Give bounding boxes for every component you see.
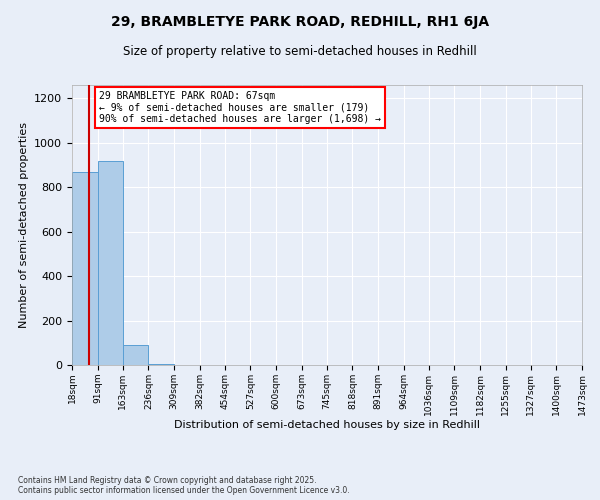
Text: 29 BRAMBLETYE PARK ROAD: 67sqm
← 9% of semi-detached houses are smaller (179)
90: 29 BRAMBLETYE PARK ROAD: 67sqm ← 9% of s… <box>99 90 381 124</box>
Text: 29, BRAMBLETYE PARK ROAD, REDHILL, RH1 6JA: 29, BRAMBLETYE PARK ROAD, REDHILL, RH1 6… <box>111 15 489 29</box>
Text: Contains public sector information licensed under the Open Government Licence v3: Contains public sector information licen… <box>18 486 350 495</box>
Y-axis label: Number of semi-detached properties: Number of semi-detached properties <box>19 122 29 328</box>
Text: Contains HM Land Registry data © Crown copyright and database right 2025.: Contains HM Land Registry data © Crown c… <box>18 476 317 485</box>
Bar <box>123 345 148 365</box>
Bar <box>72 172 98 365</box>
Bar <box>98 160 123 365</box>
Bar <box>148 364 174 365</box>
X-axis label: Distribution of semi-detached houses by size in Redhill: Distribution of semi-detached houses by … <box>174 420 480 430</box>
Text: Size of property relative to semi-detached houses in Redhill: Size of property relative to semi-detach… <box>123 45 477 58</box>
